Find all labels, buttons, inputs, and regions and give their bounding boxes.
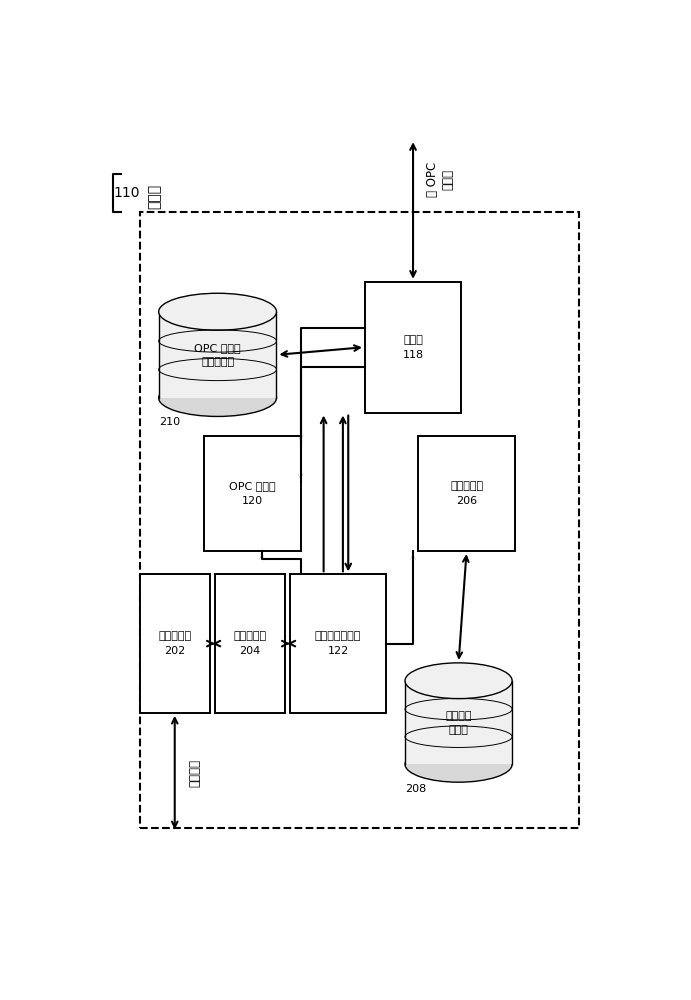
Bar: [405, 681, 512, 764]
Bar: [205, 436, 301, 551]
Bar: [215, 574, 285, 713]
Text: 数据类型
数据库: 数据类型 数据库: [445, 711, 472, 735]
Text: 基于网络的接口
122: 基于网络的接口 122: [315, 631, 361, 656]
Text: 安全处理器
202: 安全处理器 202: [158, 631, 191, 656]
Ellipse shape: [159, 293, 276, 330]
Text: 包装器: 包装器: [148, 183, 162, 209]
Text: 至客户端: 至客户端: [188, 759, 201, 787]
Bar: [418, 436, 515, 551]
Text: 210: 210: [159, 417, 180, 427]
Text: 110: 110: [113, 186, 140, 200]
Text: 至 OPC
服务器: 至 OPC 服务器: [426, 162, 455, 197]
Ellipse shape: [405, 663, 512, 699]
Text: 会话控制器
204: 会话控制器 204: [233, 631, 266, 656]
Text: 数据处理器
206: 数据处理器 206: [450, 481, 483, 506]
Ellipse shape: [159, 379, 276, 416]
Text: 208: 208: [405, 784, 426, 794]
Bar: [290, 574, 386, 713]
Bar: [159, 312, 276, 398]
Ellipse shape: [405, 746, 512, 782]
Bar: [365, 282, 461, 413]
Text: OPC 转换器
120: OPC 转换器 120: [229, 481, 276, 506]
Text: OPC 服务器
引用数据库: OPC 服务器 引用数据库: [194, 343, 241, 367]
Bar: [140, 212, 579, 828]
Text: 适配器
118: 适配器 118: [402, 335, 424, 360]
Bar: [140, 574, 209, 713]
